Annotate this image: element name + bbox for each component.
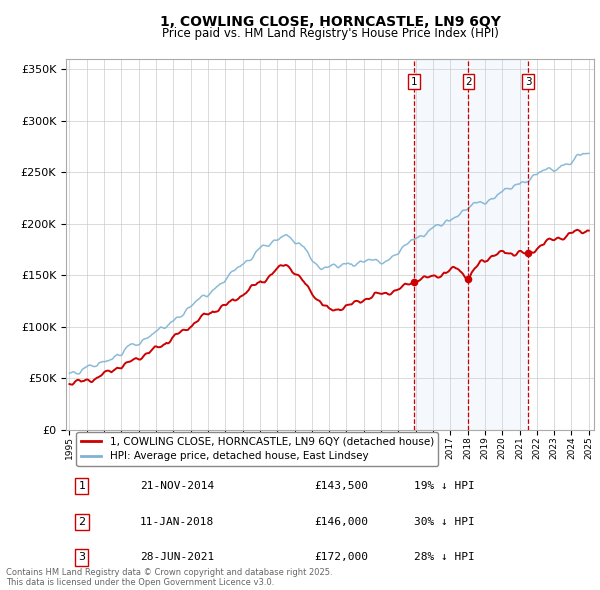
Text: 1, COWLING CLOSE, HORNCASTLE, LN9 6QY: 1, COWLING CLOSE, HORNCASTLE, LN9 6QY <box>160 15 500 29</box>
Text: Price paid vs. HM Land Registry's House Price Index (HPI): Price paid vs. HM Land Registry's House … <box>161 27 499 40</box>
Text: 1: 1 <box>410 77 417 87</box>
Text: 3: 3 <box>525 77 532 87</box>
Text: 30% ↓ HPI: 30% ↓ HPI <box>415 517 475 527</box>
Text: 11-JAN-2018: 11-JAN-2018 <box>140 517 214 527</box>
Text: 28-JUN-2021: 28-JUN-2021 <box>140 552 214 562</box>
Text: 3: 3 <box>79 552 85 562</box>
Text: Contains HM Land Registry data © Crown copyright and database right 2025.
This d: Contains HM Land Registry data © Crown c… <box>6 568 332 587</box>
Text: £172,000: £172,000 <box>314 552 368 562</box>
Bar <box>414 59 528 430</box>
Text: 21-NOV-2014: 21-NOV-2014 <box>140 481 214 491</box>
Text: £146,000: £146,000 <box>314 517 368 527</box>
Text: 19% ↓ HPI: 19% ↓ HPI <box>415 481 475 491</box>
Text: 2: 2 <box>465 77 472 87</box>
Legend: 1, COWLING CLOSE, HORNCASTLE, LN9 6QY (detached house), HPI: Average price, deta: 1, COWLING CLOSE, HORNCASTLE, LN9 6QY (d… <box>76 432 438 466</box>
Text: 28% ↓ HPI: 28% ↓ HPI <box>415 552 475 562</box>
Text: £143,500: £143,500 <box>314 481 368 491</box>
Text: 1: 1 <box>79 481 85 491</box>
Text: 2: 2 <box>78 517 85 527</box>
